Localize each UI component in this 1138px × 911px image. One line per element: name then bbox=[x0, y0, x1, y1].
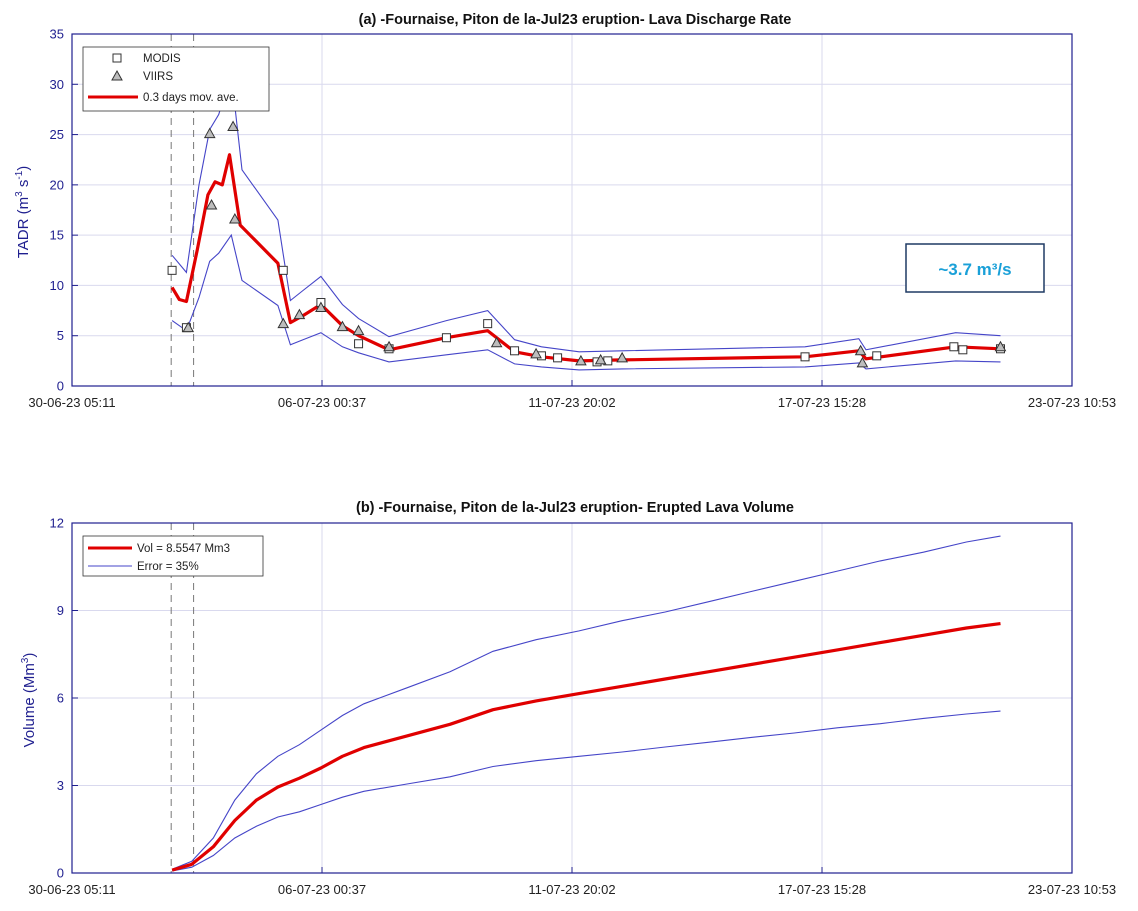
viirs-point bbox=[336, 320, 349, 332]
modis-point bbox=[553, 353, 563, 363]
viirs-point bbox=[205, 198, 218, 210]
chart-a-moving-average bbox=[170, 153, 1001, 363]
y-tick-label: 0 bbox=[57, 379, 64, 394]
viirs-point bbox=[315, 301, 327, 313]
y-tick-label: 25 bbox=[50, 127, 64, 142]
y-tick-label: 5 bbox=[57, 328, 64, 343]
annotation-box bbox=[905, 243, 1045, 293]
chart-b-volume-line bbox=[171, 622, 1001, 872]
modis-point bbox=[167, 265, 177, 275]
x-tick-label: 23-07-23 10:53 bbox=[1028, 395, 1116, 410]
x-tick-label: 23-07-23 10:53 bbox=[1028, 882, 1116, 897]
x-tick-label: 06-07-23 00:37 bbox=[278, 882, 366, 897]
x-tick-label: 30-06-23 05:11 bbox=[28, 395, 115, 410]
error-envelope-line bbox=[171, 233, 1001, 371]
modis-point bbox=[872, 351, 882, 361]
x-tick-label: 17-07-23 15:28 bbox=[778, 882, 866, 897]
y-tick-label: 0 bbox=[57, 866, 64, 881]
chart-b-grid bbox=[71, 522, 1073, 874]
chart-b-legend: Vol = 8.5547 Mm3 Error = 35% bbox=[82, 535, 264, 577]
chart-b-axes-frame bbox=[71, 522, 1073, 874]
chart-b-envelope bbox=[171, 535, 1001, 872]
legend-viirs-label: VIIRS bbox=[143, 71, 173, 83]
chart-a-event-lines bbox=[170, 34, 195, 386]
chart-b-title: (b) -Fournaise, Piton de la-Jul23 erupti… bbox=[356, 500, 794, 516]
y-tick-label: 12 bbox=[50, 516, 64, 531]
y-tick-label: 20 bbox=[50, 177, 64, 192]
viirs-point bbox=[352, 324, 365, 336]
viirs-point bbox=[854, 344, 867, 356]
viirs-point bbox=[575, 354, 587, 366]
error-envelope-line bbox=[171, 74, 1001, 353]
chart-b-y-tick-labels: 0 3 6 9 12 bbox=[50, 516, 64, 881]
error-envelope-line bbox=[171, 535, 1001, 870]
legend-modis-marker bbox=[112, 53, 122, 63]
chart-a-markers bbox=[167, 120, 1007, 368]
viirs-point bbox=[530, 347, 542, 359]
chart-a-annotation: ~3.7 m³/s bbox=[905, 243, 1045, 293]
modis-point bbox=[800, 352, 810, 362]
y-tick-label: 15 bbox=[50, 228, 64, 243]
legend-error-label: Error = 35% bbox=[137, 561, 199, 573]
chart-b-x-tick-labels: 30-06-23 05:11 06-07-23 00:37 11-07-23 20:… bbox=[28, 882, 1116, 897]
panel-b: (b) -Fournaise, Piton de la-Jul23 erupti… bbox=[20, 500, 1116, 897]
error-envelope-line bbox=[171, 710, 1001, 872]
volume-line bbox=[171, 622, 1001, 872]
annotation-text: ~3.7 m³/s bbox=[938, 260, 1011, 279]
chart-b-legend-box bbox=[82, 535, 264, 577]
panel-a: (a) -Fournaise, Piton de la-Jul23 erupti… bbox=[14, 12, 1116, 410]
viirs-point bbox=[182, 321, 195, 333]
chart-a-legend: MODIS VIIRS 0.3 days mov. ave. bbox=[82, 46, 270, 112]
modis-point bbox=[354, 339, 364, 349]
x-tick-label: 17-07-23 15:28 bbox=[778, 395, 866, 410]
legend-vol-label: Vol = 8.5547 Mm3 bbox=[137, 543, 230, 555]
legend-viirs-marker bbox=[111, 69, 123, 81]
legend-mavg-label: 0.3 days mov. ave. bbox=[143, 92, 239, 104]
x-tick-label: 06-07-23 00:37 bbox=[278, 395, 366, 410]
viirs-point bbox=[293, 308, 306, 320]
viirs-point bbox=[227, 120, 239, 132]
y-tick-label: 35 bbox=[50, 27, 64, 42]
chart-a-x-tick-labels: 30-06-23 05:11 06-07-23 00:37 11-07-23 20:… bbox=[28, 395, 1116, 410]
chart-a-envelope bbox=[171, 74, 1001, 371]
modis-point bbox=[949, 342, 959, 352]
y-tick-label: 30 bbox=[50, 77, 64, 92]
y-tick-label: 3 bbox=[57, 778, 64, 793]
x-tick-label: 11-07-23 20:02 bbox=[528, 882, 615, 897]
viirs-point bbox=[277, 317, 290, 329]
chart-b-y-axis-label: Volume (Mm3) bbox=[20, 653, 38, 748]
chart-b-event-lines bbox=[170, 523, 195, 873]
modis-point bbox=[958, 345, 968, 355]
chart-a-title: (a) -Fournaise, Piton de la-Jul23 erupti… bbox=[359, 12, 792, 28]
viirs-point bbox=[203, 127, 216, 139]
viirs-point bbox=[490, 336, 503, 348]
y-tick-label: 6 bbox=[57, 691, 64, 706]
viirs-point bbox=[594, 353, 607, 365]
viirs-point bbox=[856, 356, 869, 368]
x-tick-label: 11-07-23 20:02 bbox=[528, 395, 615, 410]
chart-a-axes-frame bbox=[71, 33, 1073, 387]
chart-a-y-axis-label: TADR (m3 s-1) bbox=[14, 166, 32, 259]
viirs-point bbox=[994, 340, 1007, 352]
modis-point bbox=[278, 265, 288, 275]
y-tick-label: 9 bbox=[57, 603, 64, 618]
viirs-point bbox=[228, 213, 241, 224]
viirs-point bbox=[383, 340, 395, 352]
chart-a-y-tick-labels: 0 5 10 15 20 25 30 35 bbox=[50, 27, 64, 394]
legend-modis-label: MODIS bbox=[143, 53, 181, 65]
y-tick-label: 10 bbox=[50, 278, 64, 293]
x-tick-label: 30-06-23 05:11 bbox=[28, 882, 115, 897]
moving-average-line bbox=[170, 153, 1001, 363]
viirs-point bbox=[616, 351, 628, 363]
modis-point bbox=[510, 346, 520, 356]
modis-point bbox=[483, 319, 493, 329]
modis-point bbox=[441, 333, 451, 343]
